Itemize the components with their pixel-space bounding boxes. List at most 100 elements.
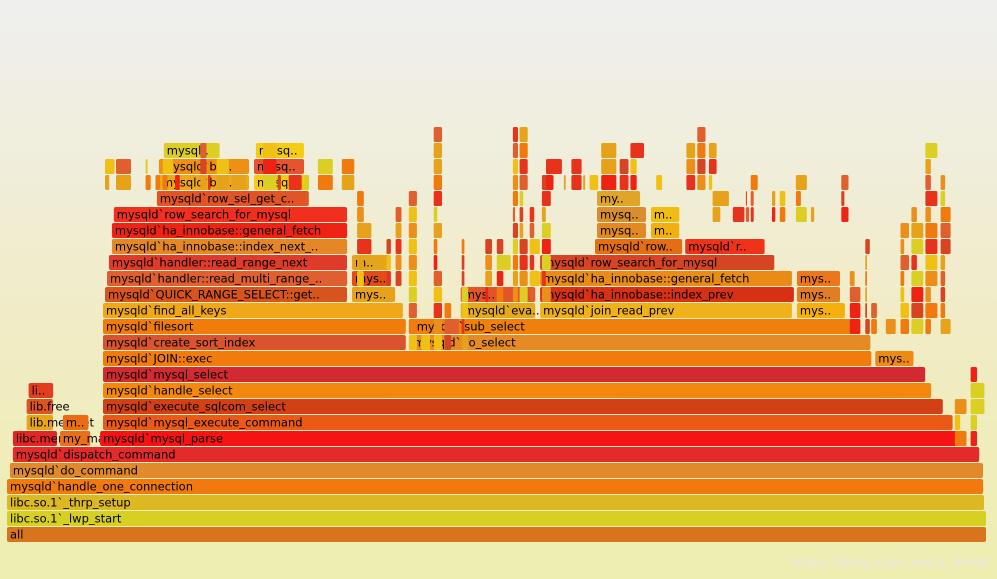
frame-mysqld-row-search-for-mysql[interactable]: mysqld`row_search_for_mysqlmysqld`row_se…: [540, 255, 775, 270]
thin-stack-frame: [304, 175, 310, 190]
thin-stack-frame: [317, 159, 333, 174]
thin-stack-frame: [200, 143, 207, 158]
thin-stack-frame: [865, 239, 870, 254]
frame-mysqld-ha-innobase-index-prev[interactable]: mysqld`ha_innobase::index_prevmysqld`ha_…: [540, 287, 794, 302]
frame-rect: [796, 303, 845, 318]
thin-stack-frame: [954, 415, 961, 430]
frame-mys[interactable]: mys..mys..: [796, 271, 840, 286]
frame-mysq[interactable]: mysq..mysq..: [254, 159, 304, 174]
thin-stack-frame: [444, 303, 452, 318]
frame-mysqld-row-sel-get-c[interactable]: mysqld`row_sel_get_c..mysqld`row_sel_get…: [156, 191, 309, 206]
thin-stack-frame: [925, 239, 938, 254]
frame-mysqld-row[interactable]: mysqld`row..mysqld`row..: [595, 239, 683, 254]
thin-stack-frame: [512, 287, 518, 302]
frame-mysqld-join-read-prev[interactable]: mysqld`join_read_prevmysqld`join_read_pr…: [540, 303, 792, 318]
thin-stack-frame: [911, 271, 924, 286]
frame-rect: [103, 351, 872, 366]
frame-mysqld-dispatch-command[interactable]: mysqld`dispatch_commandmysqld`dispatch_c…: [12, 447, 980, 462]
thin-stack-frame: [519, 255, 528, 270]
frame-mysqld-eva[interactable]: mysqld`eva..mysqld`eva..: [460, 303, 540, 318]
frame-m[interactable]: m..m..: [650, 223, 680, 238]
thin-stack-frame: [900, 303, 909, 318]
frame-m[interactable]: m..m..: [650, 207, 680, 222]
thin-stack-frame: [357, 223, 372, 238]
frame-all[interactable]: allall: [7, 527, 986, 542]
frame-mysqld-handle-one-connection[interactable]: mysqld`handle_one_connectionmysqld`handl…: [7, 479, 984, 494]
thin-stack-frame: [461, 335, 469, 350]
thin-stack-frame: [925, 159, 931, 174]
frame-mysq[interactable]: mysq..mysq..: [597, 223, 646, 238]
frame-lib-free[interactable]: lib.freelib.free: [26, 399, 70, 414]
frame-rect: [254, 159, 304, 174]
thin-stack-frame: [911, 303, 924, 318]
frame-rect: [352, 287, 396, 302]
thin-stack-frame: [841, 191, 845, 206]
frame-mysqld-create-sort-index[interactable]: mysqld`create_sort_indexmysqld`create_so…: [103, 335, 406, 350]
frame-mysqld-ha-innobase-general-fetch[interactable]: mysqld`ha_innobase::general_fetchmysqld`…: [111, 223, 348, 238]
thin-stack-frame: [911, 223, 924, 238]
frame-mysqld-r[interactable]: mysqld`r..mysqld`r..: [685, 239, 765, 254]
frame-mysqld-handler-read-range-next[interactable]: mysqld`handler::read_range_nextmysqld`ha…: [108, 255, 348, 270]
thin-stack-frame: [200, 175, 207, 190]
thin-stack-frame: [263, 175, 277, 190]
frame-rect: [875, 351, 914, 366]
thin-stack-frame: [871, 303, 877, 318]
thin-stack-frame: [970, 399, 985, 414]
thin-stack-frame: [925, 207, 931, 222]
thin-stack-frame: [795, 175, 807, 190]
frame-mys[interactable]: mys..mys..: [796, 303, 845, 318]
frame-mysqld-ha-innobase-general-fetch[interactable]: mysqld`ha_innobase::general_fetchmysqld`…: [540, 271, 792, 286]
thin-stack-frame: [231, 175, 246, 190]
thin-stack-frame: [865, 287, 867, 302]
thin-stack-frame: [541, 255, 551, 270]
thin-stack-frame: [541, 223, 551, 238]
thin-stack-frame: [200, 159, 207, 174]
frame-rect: [410, 335, 871, 350]
frame-mysqld-execute-sqlcom-select[interactable]: mysqld`execute_sqlcom_selectmysqld`execu…: [103, 399, 943, 414]
thin-stack-frame: [433, 175, 442, 190]
thin-stack-frame: [849, 287, 861, 302]
thin-stack-frame: [496, 271, 504, 286]
thin-stack-frame: [496, 287, 504, 302]
frame-li[interactable]: li..li..: [28, 383, 54, 398]
thin-stack-frame: [750, 191, 754, 206]
frame-mys[interactable]: mys..mys..: [875, 351, 914, 366]
frame-m[interactable]: m..m..: [62, 415, 89, 430]
frame-libc-so-1-thrp-setup[interactable]: libc.so.1`_thrp_setuplibc.so.1`_thrp_set…: [7, 495, 984, 510]
thin-stack-frame: [865, 271, 867, 286]
frame-mysqld-mysql-execute-command[interactable]: mysqld`mysql_execute_commandmysqld`mysql…: [103, 415, 953, 430]
frame-mysqld-mysql-parse[interactable]: mysqld`mysql_parsemysqld`mysql_parse: [100, 431, 965, 446]
thin-stack-frame: [697, 143, 706, 158]
thin-stack-frame: [865, 319, 870, 334]
frame-mys[interactable]: mys..mys..: [796, 287, 840, 302]
frame-mysqld-join-exec[interactable]: mysqld`JOIN::execmysqld`JOIN::exec: [103, 351, 872, 366]
frame-mys[interactable]: mys..mys..: [352, 287, 396, 302]
thin-stack-frame: [911, 239, 924, 254]
thin-stack-frame: [708, 159, 717, 174]
frame-rect: [540, 271, 792, 286]
thin-stack-frame: [541, 239, 551, 254]
frame-mysqld-quick-range-select-get[interactable]: mysqld`QUICK_RANGE_SELECT::get..mysqld`Q…: [105, 287, 347, 302]
thin-stack-frame: [461, 303, 469, 318]
thin-stack-frame: [529, 271, 540, 286]
frame-mysqld-handler-read-multi-range[interactable]: mysqld`handler::read_multi_range_..mysql…: [107, 271, 348, 286]
thin-stack-frame: [911, 207, 917, 222]
thin-stack-frame: [485, 239, 492, 254]
thin-stack-frame: [263, 159, 277, 174]
frame-mysql[interactable]: mysql..mysql..: [163, 143, 220, 158]
frame-mysq[interactable]: mysq..mysq..: [597, 207, 646, 222]
frame-my[interactable]: my..my..: [597, 191, 641, 206]
thin-stack-frame: [485, 255, 492, 270]
thin-stack-frame: [433, 319, 442, 334]
frame-mysqld-row-search-for-mysql[interactable]: mysqld`row_search_for_mysqlmysqld`row_se…: [113, 207, 347, 222]
frame-mysqld-ha-innobase-index-next[interactable]: mysqld`ha_innobase::index_next_..mysqld`…: [111, 239, 348, 254]
